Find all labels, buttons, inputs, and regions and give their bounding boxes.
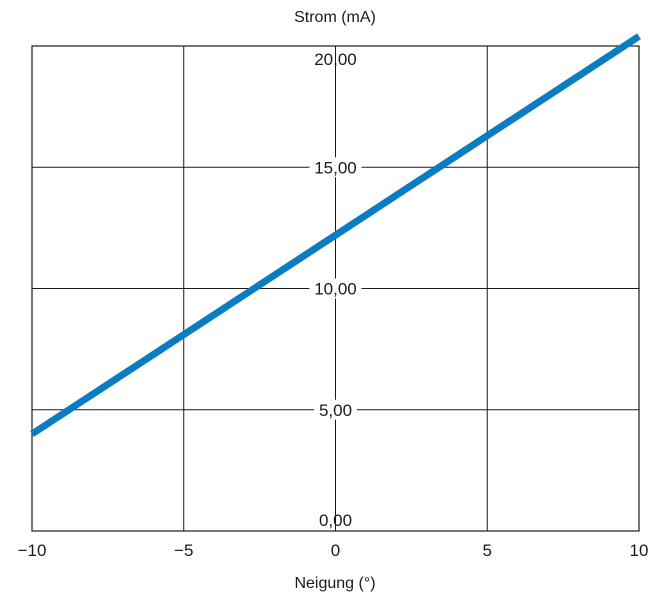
y-tick-label: 0,00 xyxy=(319,511,352,530)
y-axis-label: Strom (mA) xyxy=(294,9,376,26)
x-tick-label: 10 xyxy=(630,541,649,560)
x-axis-label: Neigung (°) xyxy=(294,575,375,592)
plot-frame xyxy=(31,45,640,532)
y-tick-label-bg xyxy=(309,278,362,299)
series-layer xyxy=(30,33,641,437)
y-tick-label-bg xyxy=(314,399,357,420)
y-tick-label: 20,00 xyxy=(314,50,357,69)
y-tick-label: 15,00 xyxy=(314,158,357,177)
y-tick-label: 5,00 xyxy=(319,401,352,420)
x-tick-label: 5 xyxy=(483,541,492,560)
x-tick-label: 0 xyxy=(331,541,340,560)
y-tick-label-bg xyxy=(309,157,362,178)
x-tick-label: −5 xyxy=(174,541,193,560)
y-tick-label: 10,00 xyxy=(314,280,357,299)
x-tick-labels: −10 −5 0 5 10 xyxy=(18,541,649,560)
y-tick-labels: 0,00 5,00 10,00 15,00 20,00 xyxy=(309,50,362,530)
series-line xyxy=(30,33,641,437)
x-tick-label: −10 xyxy=(18,541,47,560)
